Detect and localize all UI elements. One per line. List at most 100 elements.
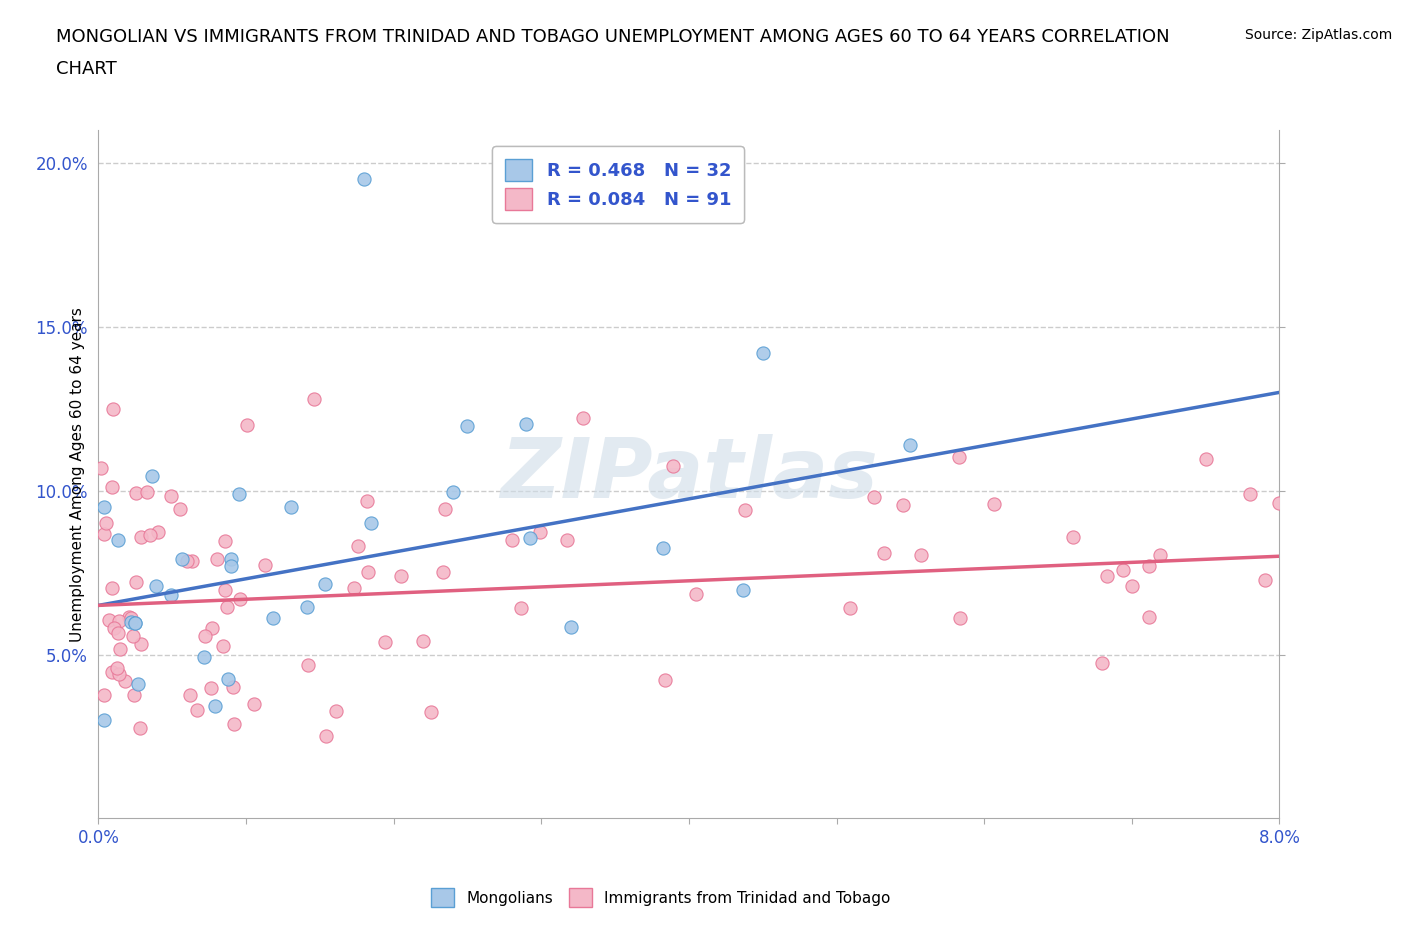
- Point: [97, 613, 120, 628]
- Point: [420, 704, 443, 719]
- Point: [212, 638, 235, 653]
- Point: [186, 703, 208, 718]
- Point: [122, 687, 145, 702]
- Point: [412, 634, 434, 649]
- Point: [100, 480, 122, 495]
- Point: [222, 680, 245, 695]
- Point: [93, 712, 115, 727]
- Point: [891, 498, 914, 512]
- Point: [118, 610, 141, 625]
- Point: [243, 697, 266, 711]
- Point: [948, 449, 970, 464]
- Point: [214, 534, 236, 549]
- Point: [1239, 486, 1261, 501]
- Point: [221, 558, 243, 573]
- Point: [201, 620, 224, 635]
- Point: [1268, 496, 1291, 511]
- Point: [204, 698, 226, 713]
- Point: [103, 620, 125, 635]
- Point: [356, 494, 378, 509]
- Point: [129, 721, 152, 736]
- Point: [900, 437, 922, 452]
- Point: [221, 551, 243, 566]
- Point: [120, 615, 142, 630]
- Point: [949, 610, 972, 625]
- Point: [93, 526, 115, 541]
- Point: [127, 676, 149, 691]
- Point: [441, 485, 464, 499]
- Point: [389, 568, 412, 583]
- Point: [863, 490, 886, 505]
- Point: [501, 532, 523, 547]
- Point: [457, 418, 479, 433]
- Point: [357, 565, 380, 579]
- Point: [555, 532, 578, 547]
- Point: [1095, 569, 1118, 584]
- Point: [560, 619, 582, 634]
- Point: [752, 346, 775, 361]
- Point: [731, 582, 754, 597]
- Point: [262, 610, 284, 625]
- Point: [193, 650, 215, 665]
- Point: [159, 588, 181, 603]
- Point: [651, 540, 673, 555]
- Point: [910, 548, 932, 563]
- Point: [253, 557, 276, 572]
- Point: [101, 580, 124, 595]
- Point: [94, 516, 117, 531]
- Point: [93, 499, 115, 514]
- Point: [125, 575, 148, 590]
- Point: [325, 703, 347, 718]
- Point: [90, 460, 112, 475]
- Point: [200, 680, 222, 695]
- Point: [141, 469, 163, 484]
- Point: [347, 538, 370, 553]
- Point: [101, 402, 124, 417]
- Point: [360, 515, 382, 530]
- Point: [342, 580, 364, 595]
- Point: [295, 600, 318, 615]
- Text: MONGOLIAN VS IMMIGRANTS FROM TRINIDAD AND TOBAGO UNEMPLOYMENT AMONG AGES 60 TO 6: MONGOLIAN VS IMMIGRANTS FROM TRINIDAD AN…: [56, 28, 1170, 46]
- Point: [121, 628, 143, 643]
- Point: [205, 551, 228, 566]
- Point: [228, 486, 250, 501]
- Point: [983, 497, 1005, 512]
- Point: [1195, 452, 1218, 467]
- Point: [315, 729, 337, 744]
- Point: [114, 673, 136, 688]
- Point: [160, 489, 183, 504]
- Point: [374, 634, 396, 649]
- Point: [108, 666, 131, 681]
- Point: [107, 626, 129, 641]
- Point: [1254, 573, 1277, 588]
- Point: [734, 502, 756, 517]
- Point: [1062, 530, 1084, 545]
- Point: [519, 531, 541, 546]
- Point: [215, 599, 238, 614]
- Point: [108, 614, 131, 629]
- Point: [180, 554, 202, 569]
- Point: [304, 392, 326, 406]
- Point: [129, 529, 152, 544]
- Point: [125, 486, 148, 501]
- Point: [169, 501, 191, 516]
- Point: [217, 671, 239, 686]
- Point: [432, 565, 454, 580]
- Point: [236, 418, 259, 432]
- Point: [353, 172, 375, 187]
- Point: [654, 672, 676, 687]
- Point: [170, 551, 193, 566]
- Point: [510, 601, 533, 616]
- Point: [662, 458, 685, 473]
- Point: [1137, 610, 1160, 625]
- Point: [1121, 578, 1143, 593]
- Y-axis label: Unemployment Among Ages 60 to 64 years: Unemployment Among Ages 60 to 64 years: [69, 307, 84, 642]
- Point: [105, 660, 128, 675]
- Point: [433, 501, 456, 516]
- Point: [685, 587, 707, 602]
- Text: ZIPatlas: ZIPatlas: [501, 433, 877, 515]
- Point: [1149, 548, 1171, 563]
- Point: [224, 717, 246, 732]
- Point: [145, 578, 167, 593]
- Point: [280, 500, 302, 515]
